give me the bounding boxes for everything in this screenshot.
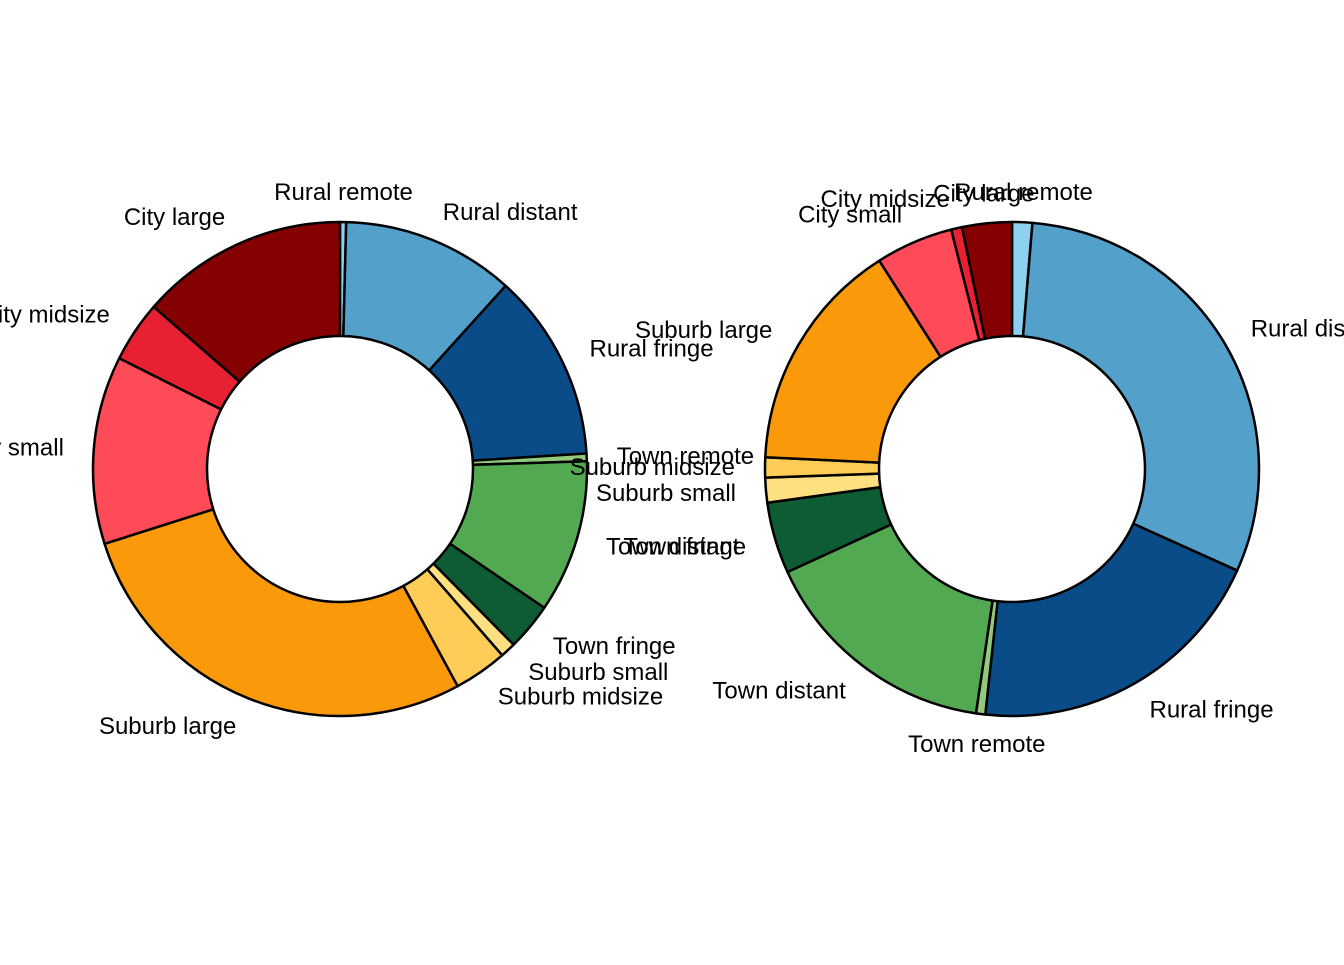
donut-hole: [205, 334, 475, 604]
slice-label-rural-distant: Rural distant: [443, 199, 578, 226]
slice-label-city-midsize: City midsize: [821, 186, 950, 213]
slice-label-town-remote: Town remote: [617, 443, 754, 470]
slice-label-city-midsize: City midsize: [0, 302, 110, 329]
slice-label-suburb-small: Suburb small: [528, 659, 668, 686]
slice-label-town-remote: Town remote: [908, 731, 1045, 758]
slice-label-suburb-midsize: Suburb midsize: [498, 684, 663, 711]
slice-label-rural-remote: Rural remote: [954, 179, 1093, 206]
slice-label-town-distant: Town distant: [712, 678, 846, 705]
slice-label-suburb-small: Suburb small: [596, 480, 736, 507]
donut-chart-1: Rural remote Rural distant Rural fringe Tow…: [0, 179, 754, 740]
slice-label-town-fringe: Town fringe: [553, 633, 676, 660]
slice-label-city-small: City small: [0, 434, 64, 461]
slice-label-town-fringe: Town fringe: [623, 534, 746, 561]
slice-label-town-distant: Town distant: [606, 533, 740, 560]
slice-label-city-large: City large: [124, 204, 225, 231]
slice-label-rural-remote: Rural remote: [274, 179, 413, 206]
donut-chart-2: Rural remote Rural distant Rural fringe Tow…: [570, 179, 1344, 758]
slice-label-city-small: City small: [798, 202, 902, 229]
slice-label-city-large: City large: [933, 180, 1034, 207]
slice-label-rural-fringe: Rural fringe: [590, 336, 714, 363]
donut-hole: [877, 334, 1147, 604]
slice-label-suburb-large: Suburb large: [635, 317, 772, 344]
slice-label-suburb-large: Suburb large: [99, 713, 236, 740]
slice-label-rural-distant: Rural distant: [1251, 316, 1344, 343]
slice-label-suburb-midsize: Suburb midsize: [570, 454, 735, 481]
slice-label-rural-fringe: Rural fringe: [1150, 697, 1274, 724]
